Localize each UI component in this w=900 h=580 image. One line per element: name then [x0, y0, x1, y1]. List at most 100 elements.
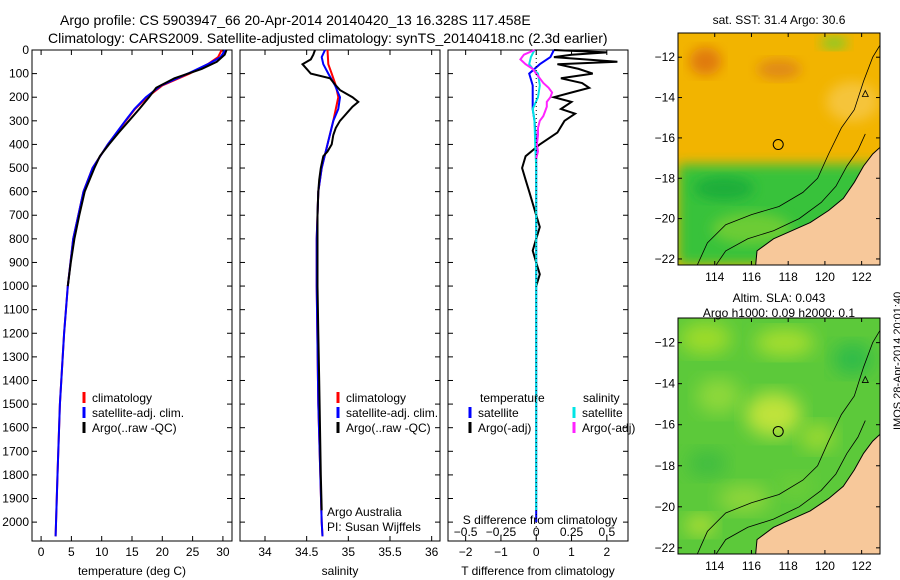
sst-warm-patch	[689, 47, 722, 76]
sst-cloud-patch	[820, 37, 849, 50]
map-y-tick-label: −12	[655, 336, 676, 350]
x-tick-label-salinity-profile: 35	[342, 545, 356, 559]
argo-position-marker	[772, 139, 784, 151]
legend-diff-temperature-title: temperature	[480, 391, 545, 405]
x-tick-label-difference-from-climatology: 0	[533, 545, 540, 559]
series-line-salinity-argo-adj-	[519, 49, 554, 159]
bathymetry-contour	[715, 420, 866, 554]
map-y-tick-label: −18	[655, 171, 676, 185]
sla-anomaly-patch	[696, 377, 741, 414]
map-x-tick-label: 120	[815, 270, 835, 284]
credit-stamp: IMOS 28-Apr-2014 20:01:40	[892, 291, 900, 430]
annotation-pi: PI: Susan Wijffels	[327, 520, 421, 534]
annotation-argo-australia: Argo Australia	[327, 505, 402, 519]
sla-anomaly-patch	[679, 322, 732, 355]
y-tick-label: 1700	[2, 444, 29, 458]
map-x-tick-label: 122	[852, 270, 872, 284]
map-y-tick-label: −22	[655, 541, 676, 555]
x-axis-label-temperature-profile: temperature (deg C)	[78, 564, 186, 578]
y-tick-label: 1000	[2, 279, 29, 293]
y-tick-label: 800	[9, 232, 29, 246]
island-marker	[861, 89, 869, 97]
x-tick-label-salinity-profile: 34.5	[295, 545, 319, 559]
map-layer-sst	[678, 33, 880, 265]
axes-frame-difference-from-climatology	[447, 49, 629, 542]
sst-map-title: sat. SST: 31.4 Argo: 30.6	[713, 13, 846, 27]
x-tick-label-temperature-profile: 0	[38, 545, 45, 559]
axes-frame-temperature-profile	[31, 49, 233, 542]
map-y-tick-label: −20	[655, 212, 676, 226]
x-tick-label-salinity-diff: −0.25	[486, 525, 517, 539]
map-x-tick-label: 116	[742, 270, 761, 284]
map-x-tick-label: 116	[742, 559, 761, 573]
map-x-tick-label: 118	[779, 270, 798, 284]
sla-map-title-line1: Altim. SLA: 0.043	[733, 291, 826, 305]
y-tick-label: 400	[9, 137, 29, 151]
y-tick-label: 2000	[2, 515, 29, 529]
legend-salinity-label: satellite-adj. clim.	[346, 406, 438, 420]
series-line-satellite-adj-clim-	[54, 49, 227, 537]
series-line-climatology	[54, 49, 223, 537]
y-tick-label: 1200	[2, 326, 29, 340]
sla-anomaly-patch	[832, 343, 873, 376]
map-frame-sla	[677, 317, 881, 555]
series-line-argo-raw-qc-	[66, 49, 228, 287]
sst-green-patch	[693, 176, 754, 201]
sst-cool-patch	[826, 81, 879, 122]
sla-anomaly-patch	[684, 515, 717, 536]
map-x-tick-label: 118	[779, 559, 798, 573]
map-y-tick-label: −18	[655, 459, 676, 473]
sla-anomaly-patch	[777, 474, 814, 499]
x-tick-label-temperature-profile: 5	[68, 545, 75, 559]
chart-title-line1: Argo profile: CS 5903947_66 20-Apr-2014 …	[60, 12, 531, 28]
legend-diff-salinity-label: satellite	[582, 406, 623, 420]
sst-warm-patch	[757, 59, 801, 80]
x-tick-label-salinity-profile: 34	[258, 545, 272, 559]
series-line-argo-raw-qc-	[300, 49, 360, 511]
legend-diff-temperature-label: Argo(-adj)	[478, 421, 531, 435]
x-tick-label-temperature-profile: 10	[95, 545, 109, 559]
map-y-tick-label: −14	[655, 377, 676, 391]
y-tick-label: 1600	[2, 421, 29, 435]
map-x-tick-label: 114	[705, 559, 724, 573]
map-y-tick-label: −22	[655, 252, 676, 266]
y-tick-label: 1500	[2, 397, 29, 411]
map-x-tick-label: 114	[705, 270, 724, 284]
x-axis-label-top-salinity-diff: S difference from climatology	[463, 513, 618, 527]
series-line-temperature-satellite	[528, 49, 555, 523]
y-tick-label: 1100	[3, 303, 29, 317]
y-tick-label: 200	[9, 90, 29, 104]
y-tick-label: 1300	[2, 350, 29, 364]
sla-anomaly-patch	[687, 449, 728, 478]
land-sla	[755, 433, 880, 554]
x-tick-label-temperature-profile: 25	[186, 545, 200, 559]
y-tick-label: 1900	[2, 492, 29, 506]
x-tick-label-salinity-diff: 0.25	[560, 525, 584, 539]
map-y-tick-label: −20	[655, 500, 676, 514]
y-tick-label: 0	[22, 43, 29, 57]
map-layer-sla	[678, 318, 880, 554]
x-axis-label-difference-from-climatology: T difference from climatology	[461, 564, 615, 578]
y-tick-label: 900	[9, 255, 29, 269]
legend-salinity-label: climatology	[346, 391, 406, 405]
axes-frame-salinity-profile	[239, 49, 441, 542]
sst-green-patch	[711, 212, 792, 245]
sla-anomaly-patch	[718, 484, 771, 513]
x-tick-label-difference-from-climatology: −1	[494, 545, 508, 559]
y-tick-label: 1400	[2, 373, 29, 387]
x-tick-label-temperature-profile: 20	[156, 545, 170, 559]
bathymetry-contour	[696, 44, 880, 265]
sla-anomaly-patch	[754, 328, 815, 357]
bathymetry-contour	[696, 329, 880, 554]
x-tick-label-salinity-diff: 0	[533, 525, 540, 539]
island-marker	[861, 375, 869, 383]
legend-diff-salinity-title: salinity	[583, 391, 620, 405]
map-x-tick-label: 120	[815, 559, 835, 573]
map-y-tick-label: −16	[655, 418, 676, 432]
legend-temperature-label: Argo(..raw -QC)	[92, 421, 177, 435]
x-tick-label-difference-from-climatology: −2	[459, 545, 473, 559]
legend-temperature-label: satellite-adj. clim.	[92, 406, 184, 420]
series-line-satellite-adj-clim-	[315, 49, 342, 537]
x-tick-label-difference-from-climatology: 2	[603, 545, 610, 559]
